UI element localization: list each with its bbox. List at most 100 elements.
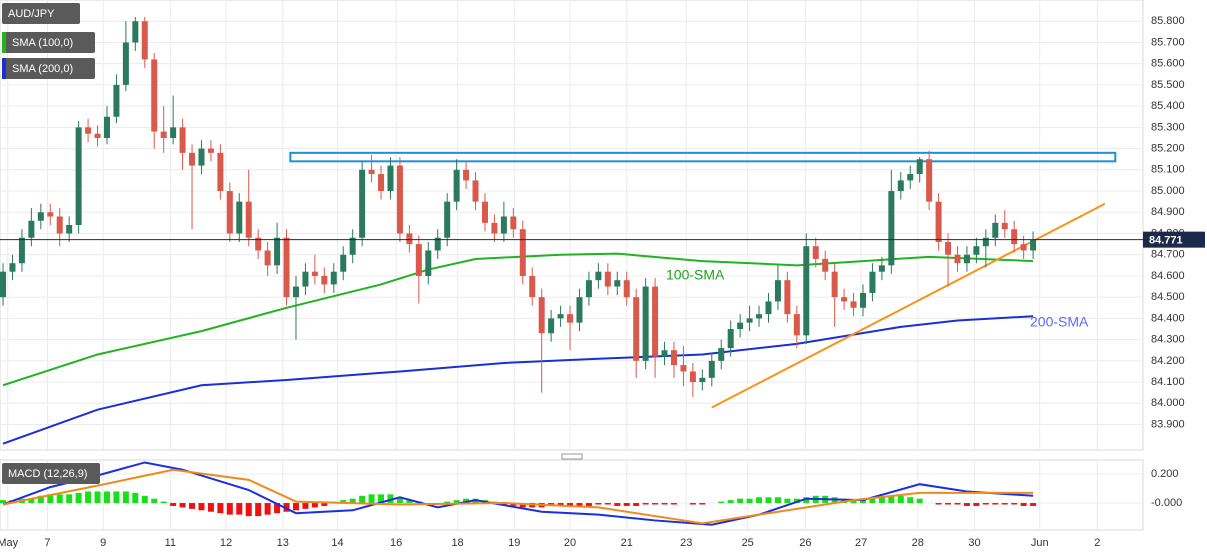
histogram-bar [954, 503, 961, 505]
y-tick-label: 85.300 [1151, 121, 1185, 133]
legend-title: AUD/JPY [8, 8, 55, 20]
histogram-bar [718, 501, 725, 504]
candle-body [793, 314, 800, 336]
annotation: 200-SMA [1030, 314, 1089, 330]
histogram-bar [113, 491, 120, 504]
histogram-bar [207, 503, 214, 512]
candle-body [264, 250, 271, 266]
y-tick-label: 84.100 [1151, 376, 1185, 388]
histogram-bar [888, 495, 895, 504]
candle-body [1001, 222, 1008, 230]
candle-body [878, 265, 885, 272]
histogram-bar [945, 503, 952, 505]
candle-body [378, 174, 385, 192]
candle-body [963, 254, 970, 264]
candle-body [94, 133, 101, 138]
candle-body [699, 377, 706, 383]
candle-body [500, 216, 507, 234]
legend-entry: SMA (100,0) [12, 37, 73, 49]
candle-body [652, 286, 659, 357]
candle-body [1011, 229, 1018, 245]
candle-body [132, 21, 139, 43]
candle-body [463, 169, 470, 181]
candle-body [718, 348, 725, 361]
x-tick-label: 13 [277, 537, 289, 549]
histogram-bar [94, 491, 101, 504]
candle-body [302, 271, 309, 287]
candle-body [623, 280, 630, 298]
histogram-bar [670, 503, 677, 505]
histogram-bar [302, 503, 309, 509]
histogram-bar [349, 498, 356, 504]
candle-body [189, 152, 196, 166]
candle-body [604, 271, 611, 287]
annotation: 100-SMA [666, 267, 725, 283]
candle-body [680, 365, 687, 372]
y-tick-label: 84.000 [1151, 397, 1185, 409]
candle-body [85, 127, 92, 134]
histogram-bar [179, 503, 186, 508]
histogram-bar [878, 497, 885, 504]
legend: AUD/JPY SMA (100,0) SMA (200,0) MACD (12… [2, 3, 100, 484]
candle-body [444, 201, 451, 238]
histogram-bar [604, 503, 611, 505]
legend-swatch [2, 58, 6, 79]
histogram-bar [774, 497, 781, 504]
histogram-bar [963, 503, 970, 506]
legend-box [2, 58, 95, 79]
histogram-bar [765, 497, 772, 504]
candle-body [633, 297, 640, 361]
candle-body [170, 127, 177, 138]
candle-body [245, 201, 252, 238]
x-tick-label: 26 [799, 537, 811, 549]
histogram-bar [652, 503, 659, 505]
histogram-bar [727, 500, 734, 504]
candle-body [122, 42, 129, 85]
x-tick-label: 9 [100, 537, 106, 549]
histogram-bar [453, 500, 460, 504]
candle-body [992, 222, 999, 238]
legend-box [2, 3, 80, 24]
x-tick-label: 19 [508, 537, 520, 549]
histogram-bar [122, 491, 129, 504]
histogram-bar [396, 497, 403, 504]
y-tick-label: 84.400 [1151, 312, 1185, 324]
histogram-bar [245, 503, 252, 517]
candle-body [292, 286, 299, 298]
x-tick-label: 14 [331, 537, 343, 549]
splitter [561, 453, 583, 460]
y-tick-label: 85.400 [1151, 100, 1185, 112]
candle-body [160, 131, 167, 138]
candle-body [822, 258, 829, 272]
y-tick-label: 85.500 [1151, 79, 1185, 91]
candle-body [141, 21, 148, 60]
candle-body [113, 84, 120, 117]
trend-line [711, 202, 1106, 409]
histogram-bar [557, 503, 564, 506]
candle-body [916, 159, 923, 175]
candle-body [519, 229, 526, 276]
candle-body [311, 271, 318, 276]
histogram-bar [661, 503, 668, 505]
candle-body [283, 237, 290, 298]
histogram-bar [1011, 503, 1018, 505]
x-tick-label: 30 [968, 537, 980, 549]
y-tick-label: 85.700 [1151, 36, 1185, 48]
histogram-bar [907, 497, 914, 504]
y-tick-label: 84.600 [1151, 270, 1185, 282]
histogram-bar [614, 503, 621, 506]
candle-body [661, 350, 668, 357]
candle-body [982, 237, 989, 247]
candle-body [359, 169, 366, 238]
candle-body [557, 314, 564, 319]
candle-body [614, 280, 621, 287]
macd-line [2, 468, 1034, 525]
candle-body [859, 292, 866, 308]
x-tick-label: 2 [1094, 537, 1100, 549]
candle-body [935, 201, 942, 242]
candle-body [784, 280, 791, 315]
candle-body [425, 250, 432, 276]
histogram-bar [387, 494, 394, 504]
histogram-bar [406, 500, 413, 504]
